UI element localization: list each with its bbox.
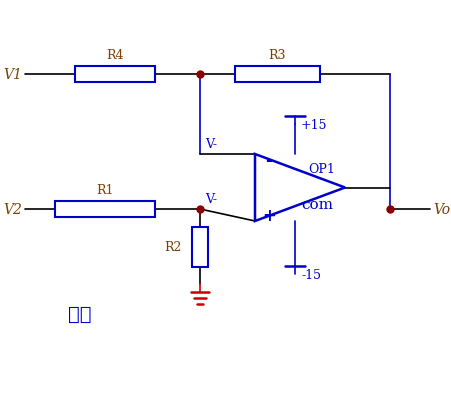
Text: OP1: OP1 (308, 163, 335, 175)
Text: +15: +15 (301, 119, 327, 132)
Text: V2: V2 (3, 202, 22, 216)
Bar (55, 202, 155, 218)
Text: V1: V1 (3, 68, 22, 82)
Text: com: com (301, 198, 333, 212)
Bar (192, 227, 208, 267)
Text: R3: R3 (269, 49, 286, 62)
Text: +: + (262, 207, 276, 225)
Text: -: - (266, 152, 272, 170)
Text: -15: -15 (301, 268, 321, 281)
Bar (75, 67, 155, 83)
Text: Vout: Vout (433, 202, 451, 216)
Text: V-: V- (205, 138, 217, 151)
Text: V-: V- (205, 193, 217, 205)
Text: 圖五: 圖五 (68, 304, 92, 323)
Text: R1: R1 (96, 184, 114, 196)
Text: R4: R4 (106, 49, 124, 62)
Bar (235, 67, 320, 83)
Text: R2: R2 (165, 240, 182, 254)
